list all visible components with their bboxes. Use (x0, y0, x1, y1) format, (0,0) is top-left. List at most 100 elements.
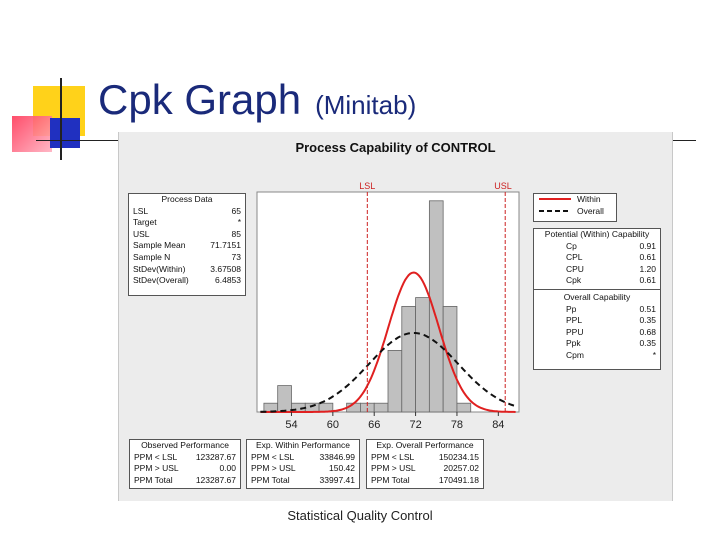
capability-chart: LSL USL 54 60 66 72 78 84 (256, 181, 520, 431)
potential-key: CPL (566, 252, 583, 263)
observed-key: PPM < LSL (134, 451, 178, 462)
histogram-bar (304, 402, 320, 413)
exp-overall-key: PPM > USL (371, 463, 416, 474)
exp-within-header: Exp. Within Performance (255, 440, 350, 450)
capability-box: Potential (Within) Capability Cp 0.91 CPL 0… (533, 228, 661, 370)
within-curve (260, 271, 516, 413)
legend-overall-swatch (539, 209, 571, 212)
exp-within-row: PPM < LSL 33846.99 (247, 452, 359, 464)
exp-overall-row: PPM > USL 20257.02 (367, 463, 483, 475)
observed-value: 123287.67 (195, 474, 236, 485)
legend-box: Within Overall (533, 193, 617, 222)
exp-within-key: PPM > USL (251, 463, 296, 474)
process-data-row: Target * (129, 217, 245, 229)
process-data-box: Process Data LSL 65 Target * USL 85 Sample Mea… (128, 193, 246, 296)
legend-within-label: Within (577, 194, 601, 204)
observed-row: PPM Total 123287.67 (130, 475, 240, 487)
x-tick-label: 84 (492, 419, 504, 431)
x-tick-label: 66 (368, 419, 380, 431)
process-data-row: Sample Mean 71.7151 (129, 240, 245, 252)
potential-key: Cpk (566, 275, 582, 286)
process-data-header: Process Data (161, 194, 213, 204)
exp-within-value: 33846.99 (319, 451, 355, 462)
usl-label: USL (494, 181, 512, 191)
x-tick-label: 60 (327, 419, 339, 431)
slide-subtitle: (Minitab) (315, 90, 417, 120)
overall-capability-value: 0.51 (639, 303, 656, 314)
observed-value: 0.00 (219, 463, 236, 474)
overall-capability-header: Overall Capability (563, 291, 631, 302)
histogram-bar (428, 200, 444, 413)
exp-overall-row: PPM Total 170491.18 (367, 475, 483, 487)
x-tick-label: 78 (451, 419, 463, 431)
potential-row: Cp 0.91 (562, 241, 660, 253)
exp-within-row: PPM Total 33997.41 (247, 475, 359, 487)
exp-overall-header: Exp. Overall Performance (376, 440, 474, 450)
overall-capability-key: Ppk (566, 338, 581, 349)
histogram-bar (401, 305, 416, 413)
legend-overall-label: Overall (577, 205, 604, 216)
deco-vertical-line (60, 78, 62, 160)
process-data-key: StDev(Within) (133, 263, 186, 274)
process-data-row: StDev(Overall) 6.4853 (129, 275, 245, 287)
potential-value: 0.91 (639, 240, 656, 251)
overall-capability-row: Ppk 0.35 (562, 338, 660, 350)
process-data-key: LSL (133, 205, 149, 216)
overall-curve (260, 332, 516, 413)
overall-capability-row: PPU 0.68 (562, 327, 660, 339)
exp-within-row: PPM > USL 150.42 (247, 463, 359, 475)
exp-within-value: 150.42 (329, 463, 355, 474)
observed-row: PPM > USL 0.00 (130, 463, 240, 475)
potential-row: Cpk 0.61 (562, 275, 660, 287)
process-data-row: StDev(Within) 3.67508 (129, 264, 245, 276)
exp-within-value: 33997.41 (319, 474, 355, 485)
exp-within-key: PPM Total (251, 474, 290, 485)
observed-row: PPM < LSL 123287.67 (130, 452, 240, 464)
process-data-row: USL 85 (129, 229, 245, 241)
exp-overall-value: 20257.02 (443, 463, 479, 474)
histogram-bar (456, 402, 472, 413)
observed-key: PPM Total (134, 474, 173, 485)
x-tick-label: 54 (285, 419, 297, 431)
slide-title: Cpk Graph (Minitab) (98, 76, 416, 124)
histogram-bar (442, 305, 458, 413)
process-data-key: USL (133, 228, 150, 239)
process-data-key: StDev(Overall) (133, 275, 189, 286)
potential-key: CPU (566, 263, 584, 274)
exp-overall-row: PPM < LSL 150234.15 (367, 452, 483, 464)
minitab-capability-panel: Process Capability of CONTROL LSL USL 54 6… (118, 132, 673, 501)
potential-row: CPU 1.20 (562, 264, 660, 276)
observed-header: Observed Performance (141, 440, 229, 450)
overall-capability-value: 0.68 (639, 326, 656, 337)
histogram-bar (387, 349, 403, 413)
exp-within-key: PPM < LSL (251, 451, 295, 462)
legend-within-swatch (539, 198, 571, 200)
histogram-bar (415, 297, 430, 413)
potential-value: 1.20 (639, 263, 656, 274)
process-data-row: LSL 65 (129, 206, 245, 218)
process-data-value: 73 (231, 251, 241, 262)
potential-row: CPL 0.61 (562, 252, 660, 264)
deco-red-block (12, 116, 52, 152)
potential-value: 0.61 (639, 252, 656, 263)
overall-capability-row: Cpm * (562, 350, 660, 362)
exp-overall-key: PPM Total (371, 474, 410, 485)
process-data-key: Target (133, 217, 157, 228)
process-data-value: 65 (231, 205, 241, 216)
observed-performance-box: Observed Performance PPM < LSL 123287.67 P… (129, 439, 241, 489)
overall-capability-value: 0.35 (639, 338, 656, 349)
exp-overall-value: 170491.18 (438, 474, 479, 485)
potential-key: Cp (566, 240, 577, 251)
deco-blue-square (50, 118, 80, 148)
potential-header: Potential (Within) Capability (544, 229, 650, 239)
lsl-label: LSL (359, 181, 375, 191)
exp-overall-value: 150234.15 (438, 451, 479, 462)
histogram-bar (277, 385, 292, 413)
exp-within-performance-box: Exp. Within Performance PPM < LSL 33846.9… (246, 439, 360, 489)
process-data-value: 3.67508 (210, 263, 241, 274)
process-data-value: 85 (231, 228, 241, 239)
plot-title: Process Capability of CONTROL (295, 140, 496, 155)
overall-capability-row: Pp 0.51 (562, 304, 660, 316)
slide-title-text: Cpk Graph (98, 76, 302, 123)
x-tick-label: 72 (409, 419, 421, 431)
